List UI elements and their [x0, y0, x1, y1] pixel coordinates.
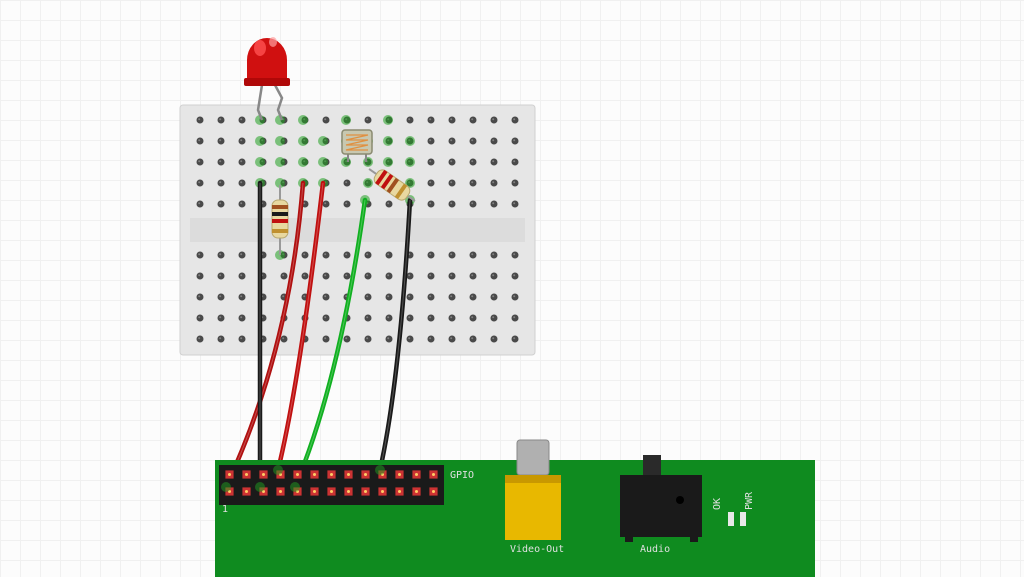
video-out-label: Video-Out: [510, 544, 564, 555]
audio-label: Audio: [640, 544, 670, 555]
circuit-svg: GPIO 1 Video-Out Audio OK: [0, 0, 1024, 577]
pwr-label: PWR: [744, 491, 755, 510]
circuit-diagram: GPIO 1 Video-Out Audio OK: [0, 0, 1024, 577]
gpio-label: GPIO: [450, 470, 474, 481]
ok-label: OK: [712, 498, 723, 510]
pcb-board: GPIO 1 Video-Out Audio OK: [215, 440, 815, 577]
svg-text:1: 1: [222, 504, 228, 515]
video-out-jack: [505, 440, 561, 540]
